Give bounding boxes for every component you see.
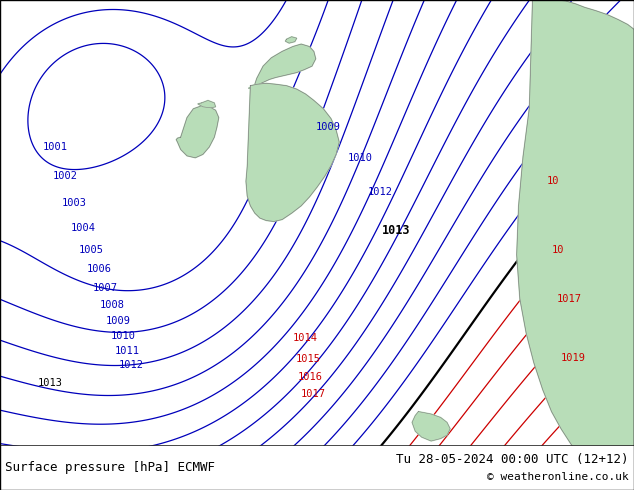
Polygon shape <box>176 105 219 158</box>
Text: 1014: 1014 <box>293 333 318 343</box>
Polygon shape <box>198 100 216 108</box>
Text: 1013: 1013 <box>382 224 410 237</box>
Text: © weatheronline.co.uk: © weatheronline.co.uk <box>487 472 629 482</box>
Polygon shape <box>246 83 339 221</box>
Text: 1016: 1016 <box>298 372 323 382</box>
Text: Surface pressure [hPa] ECMWF: Surface pressure [hPa] ECMWF <box>5 461 215 474</box>
Bar <box>0 445 634 490</box>
Text: 1008: 1008 <box>100 300 124 310</box>
Text: 1007: 1007 <box>93 283 118 293</box>
Polygon shape <box>249 44 316 89</box>
Text: 1017: 1017 <box>557 294 581 304</box>
Text: 1011: 1011 <box>115 346 139 356</box>
Text: 1017: 1017 <box>301 390 325 399</box>
Text: 1019: 1019 <box>561 353 586 363</box>
Text: Tu 28-05-2024 00:00 UTC (12+12): Tu 28-05-2024 00:00 UTC (12+12) <box>396 453 629 466</box>
Text: 1010: 1010 <box>348 153 373 163</box>
Text: 1012: 1012 <box>368 187 392 197</box>
Text: 10: 10 <box>552 245 564 255</box>
Text: 10: 10 <box>547 176 559 186</box>
Text: 1004: 1004 <box>71 223 96 233</box>
Text: 1006: 1006 <box>86 265 111 274</box>
Text: 1009: 1009 <box>105 316 130 326</box>
Text: 1012: 1012 <box>119 360 144 369</box>
Text: 1015: 1015 <box>295 354 320 364</box>
Polygon shape <box>285 37 297 43</box>
Text: 1001: 1001 <box>43 142 68 152</box>
Text: 1002: 1002 <box>53 172 77 181</box>
Polygon shape <box>517 0 634 490</box>
Text: 1013: 1013 <box>38 378 63 388</box>
Polygon shape <box>412 412 450 441</box>
Text: 1003: 1003 <box>62 198 87 208</box>
Text: 1009: 1009 <box>316 122 340 132</box>
Text: 1005: 1005 <box>79 245 103 255</box>
Text: 1010: 1010 <box>110 331 135 341</box>
